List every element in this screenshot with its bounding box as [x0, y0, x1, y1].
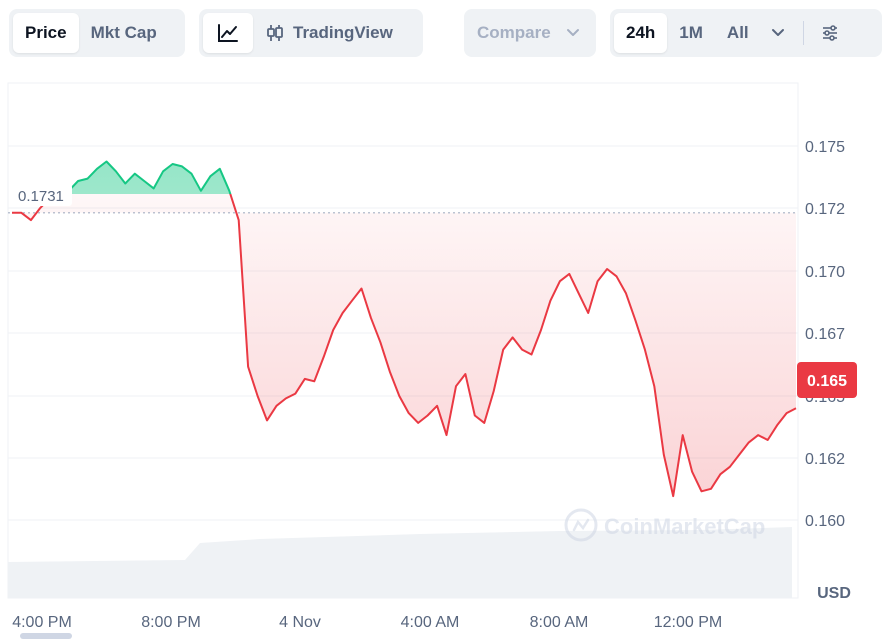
y-tick-label: 0.172 — [805, 201, 845, 218]
price-line-down — [12, 194, 797, 498]
watermark-text: CoinMarketCap — [604, 514, 765, 539]
price-mktcap-toggle: Price Mkt Cap — [9, 9, 185, 57]
range-1m-tab[interactable]: 1M — [679, 23, 703, 42]
line-chart-icon — [217, 23, 239, 43]
y-tick-label: 0.170 — [805, 264, 845, 281]
price-tab[interactable]: Price — [13, 13, 79, 53]
y-tick-label: 0.167 — [805, 326, 845, 343]
x-tick-label: 4:00 AM — [401, 614, 460, 631]
current-price-value: 0.165 — [807, 373, 847, 390]
y-axis: 0.175 0.172 0.170 0.167 0.165 0.162 0.160 — [805, 139, 845, 530]
chart-type-toggle: TradingView — [199, 9, 423, 57]
x-tick-label: 8:00 AM — [530, 614, 589, 631]
price-chart[interactable]: CoinMarketCap 0.1731 0.175 0.172 0.170 0.16… — [0, 70, 883, 639]
y-tick-label: 0.175 — [805, 139, 845, 156]
line-chart-button[interactable] — [203, 13, 253, 53]
price-chart-svg[interactable]: CoinMarketCap 0.1731 0.175 0.172 0.170 0.16… — [0, 70, 883, 639]
compare-label: Compare — [477, 23, 551, 42]
x-tick-label: 12:00 PM — [654, 614, 722, 631]
scroll-handle[interactable] — [20, 633, 72, 639]
compare-dropdown[interactable]: Compare — [464, 9, 596, 57]
range-24h-tab[interactable]: 24h — [614, 13, 668, 53]
open-price-label: 0.1731 — [12, 184, 72, 206]
open-price-value: 0.1731 — [18, 188, 64, 205]
sliders-icon — [820, 23, 840, 43]
tradingview-label: TradingView — [293, 23, 393, 42]
x-axis: 4:00 PM 8:00 PM 4 Nov 4:00 AM 8:00 AM 12:00 P… — [12, 614, 722, 631]
chart-toolbar: Price Mkt Cap TradingView — [0, 0, 883, 70]
volume-area — [8, 527, 792, 598]
x-tick-label: 4 Nov — [279, 614, 321, 631]
x-tick-label: 4:00 PM — [12, 614, 72, 631]
chevron-down-icon — [566, 23, 580, 43]
time-range-toggle: 24h 1M All — [610, 9, 882, 57]
y-tick-label: 0.162 — [805, 451, 845, 468]
range-all-tab[interactable]: All — [726, 23, 749, 42]
x-tick-label: 8:00 PM — [141, 614, 201, 631]
price-line-up — [64, 160, 232, 194]
candlestick-icon — [265, 23, 285, 43]
watermark: CoinMarketCap — [564, 508, 765, 542]
toolbar-divider — [802, 21, 804, 45]
price-area-down — [12, 194, 796, 497]
mktcap-tab[interactable]: Mkt Cap — [90, 23, 157, 42]
price-area-up — [66, 161, 231, 194]
chart-settings-button[interactable] — [812, 13, 848, 53]
tradingview-button[interactable]: TradingView — [253, 13, 405, 53]
range-more-dropdown[interactable] — [761, 13, 795, 53]
chevron-down-icon — [771, 28, 785, 38]
current-price-badge: 0.165 — [797, 362, 857, 398]
y-tick-label: 0.160 — [805, 513, 845, 530]
currency-label: USD — [817, 585, 851, 602]
